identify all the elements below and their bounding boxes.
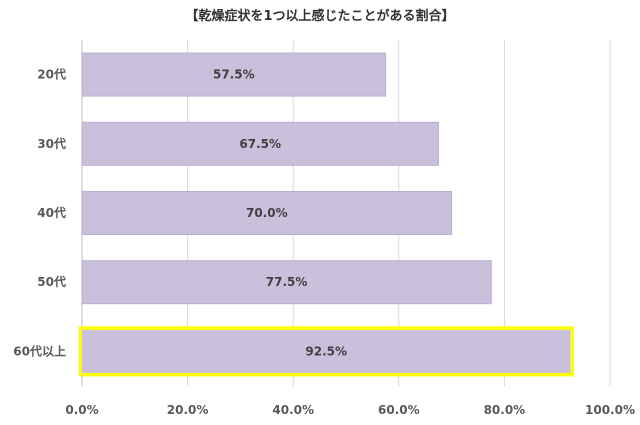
bars: 57.5% 67.5% 70.0% 77.5% 92.5% xyxy=(78,52,574,377)
category-label-0: 20代 xyxy=(37,67,66,82)
category-label-2: 40代 xyxy=(37,205,66,220)
highlight-frame xyxy=(78,326,574,377)
x-tick-labels: 0.0% 20.0% 40.0% 60.0% 80.0% 100.0% xyxy=(65,403,635,417)
category-labels: 20代 30代 40代 50代 60代以上 xyxy=(13,67,66,359)
bar-1 xyxy=(81,121,439,166)
category-label-4: 60代以上 xyxy=(13,343,66,358)
bar-3 xyxy=(81,260,492,305)
x-tick-label-100: 100.0% xyxy=(585,403,635,417)
bar-4 xyxy=(82,329,571,373)
data-label-3: 77.5% xyxy=(266,275,308,289)
x-tick-label-0: 0.0% xyxy=(65,403,98,417)
data-label-4: 92.5% xyxy=(305,344,347,358)
x-tick-label-20: 20.0% xyxy=(167,403,209,417)
category-label-3: 50代 xyxy=(37,274,66,289)
data-label-2: 70.0% xyxy=(246,206,288,220)
x-tick-label-40: 40.0% xyxy=(272,403,314,417)
bar-2 xyxy=(81,191,453,235)
data-label-0: 57.5% xyxy=(213,68,255,82)
data-label-1: 67.5% xyxy=(239,137,281,151)
x-tick-label-60: 60.0% xyxy=(378,403,420,417)
chart-title: 【乾燥症状を1つ以上感じたことがある割合】 xyxy=(185,8,454,24)
bar-0 xyxy=(81,52,387,97)
x-tick-label-80: 80.0% xyxy=(484,403,526,417)
category-label-1: 30代 xyxy=(37,136,66,151)
